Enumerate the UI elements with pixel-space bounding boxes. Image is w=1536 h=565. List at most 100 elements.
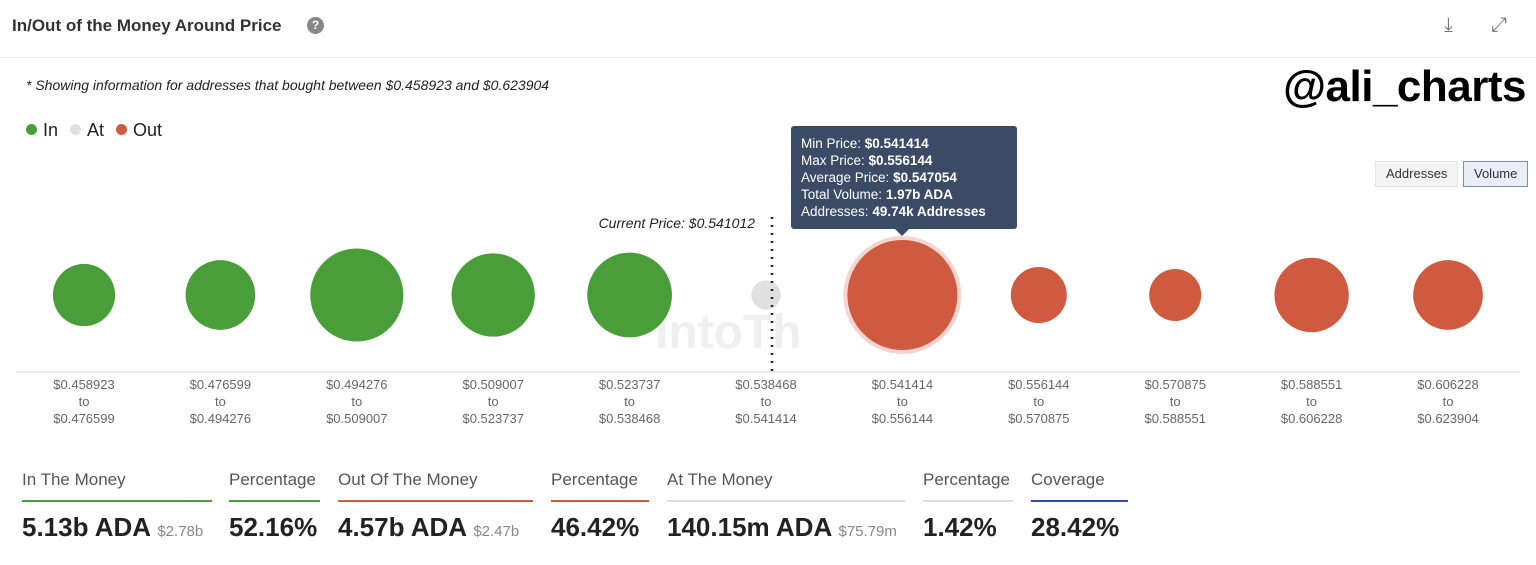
stat-underline bbox=[338, 500, 533, 502]
x-tick-label: to bbox=[215, 394, 226, 409]
x-tick-label: $0.541414 bbox=[872, 377, 933, 392]
chart-header: In/Out of the Money Around Price ? ⤓ ⤢ bbox=[0, 0, 1536, 58]
x-tick-label: to bbox=[624, 394, 635, 409]
x-tick-label: $0.458923 bbox=[53, 377, 114, 392]
tooltip-label: Average Price: bbox=[801, 170, 890, 185]
bubble-out bbox=[1010, 267, 1067, 323]
legend: In At Out bbox=[26, 120, 162, 141]
stat-value: 52.16% bbox=[229, 512, 318, 542]
stat-label: Out Of The Money bbox=[338, 470, 478, 489]
x-tick-label: $0.494276 bbox=[326, 377, 387, 392]
stat-value: 5.13b ADA bbox=[22, 512, 151, 542]
stat-1: Percentage 52.16% bbox=[229, 470, 320, 543]
x-tick-label: $0.538468 bbox=[735, 377, 796, 392]
x-tick-label: to bbox=[1033, 394, 1044, 409]
stat-value: 28.42% bbox=[1031, 512, 1120, 542]
stat-3: Percentage 46.42% bbox=[551, 470, 649, 543]
page-title: In/Out of the Money Around Price bbox=[12, 16, 282, 35]
stat-2: Out Of The Money 4.57b ADA $2.47b bbox=[338, 470, 533, 543]
bubble-in bbox=[310, 248, 404, 342]
tooltip-label: Total Volume: bbox=[801, 187, 883, 202]
stat-label: Percentage bbox=[229, 470, 316, 489]
expand-icon[interactable]: ⤢ bbox=[1491, 14, 1507, 36]
stat-underline bbox=[667, 500, 905, 502]
stat-underline bbox=[22, 500, 212, 502]
stat-5: Percentage 1.42% bbox=[923, 470, 1013, 543]
stat-underline bbox=[923, 500, 1013, 502]
x-tick-label: to bbox=[897, 394, 908, 409]
bubble-out bbox=[847, 240, 958, 350]
x-tick-label: $0.623904 bbox=[1417, 411, 1478, 426]
tooltip-avg-price: $0.547054 bbox=[893, 170, 957, 185]
x-tick-label: $0.588551 bbox=[1281, 377, 1342, 392]
stat-label: Coverage bbox=[1031, 470, 1105, 489]
question-circle-icon[interactable]: ? bbox=[307, 17, 324, 34]
tooltip-label: Max Price: bbox=[801, 153, 865, 168]
download-icon[interactable]: ⤓ bbox=[1444, 14, 1453, 36]
bubble-at bbox=[751, 280, 781, 310]
stat-0: In The Money 5.13b ADA $2.78b bbox=[22, 470, 212, 543]
x-tick-label: $0.556144 bbox=[872, 411, 933, 426]
x-tick-label: $0.523737 bbox=[599, 377, 660, 392]
tooltip-min-price: $0.541414 bbox=[864, 136, 929, 151]
in-dot-icon bbox=[26, 124, 37, 135]
x-tick-label: $0.570875 bbox=[1008, 411, 1069, 426]
tooltip-label: Min Price: bbox=[801, 136, 862, 151]
tooltip-volume: 1.97b ADA bbox=[885, 187, 953, 202]
stat-usd-value: $2.78b bbox=[157, 523, 204, 540]
at-dot-icon bbox=[70, 124, 82, 135]
x-tick-label: $0.476599 bbox=[190, 377, 251, 392]
bubble-out bbox=[1149, 269, 1202, 321]
tooltip-max-price: $0.556144 bbox=[868, 153, 933, 168]
bubble-out bbox=[1274, 257, 1349, 333]
x-tick-label: $0.606228 bbox=[1281, 411, 1342, 426]
x-tick-label: to bbox=[1443, 394, 1454, 409]
stat-label: Percentage bbox=[551, 470, 638, 489]
legend-item-at[interactable]: At bbox=[70, 120, 104, 141]
stat-label: In The Money bbox=[22, 470, 126, 489]
x-tick-label: to bbox=[1306, 394, 1317, 409]
addresses-toggle[interactable]: Addresses bbox=[1375, 161, 1459, 187]
x-tick-label: to bbox=[1170, 394, 1181, 409]
x-tick-label: $0.541414 bbox=[735, 411, 796, 426]
x-tick-label: to bbox=[488, 394, 499, 409]
stat-underline bbox=[229, 500, 320, 502]
x-tick-label: $0.509007 bbox=[462, 377, 523, 392]
tooltip: Min Price: $0.541414 Max Price: $0.55614… bbox=[791, 126, 1017, 236]
volume-toggle[interactable]: Volume bbox=[1463, 161, 1529, 187]
stat-value: 140.15m ADA bbox=[667, 512, 832, 542]
legend-label: In bbox=[43, 120, 59, 140]
stat-usd-value: $2.47b bbox=[473, 523, 520, 540]
stat-usd-value: $75.79m bbox=[838, 523, 897, 540]
legend-item-out[interactable]: Out bbox=[116, 120, 162, 141]
watermark-text: @ali_charts bbox=[1283, 62, 1526, 111]
stat-underline bbox=[1031, 500, 1128, 502]
bubble-out bbox=[1413, 260, 1483, 330]
stat-underline bbox=[551, 500, 649, 502]
tooltip-addresses: 49.74k Addresses bbox=[872, 204, 986, 219]
x-tick-label: to bbox=[761, 394, 772, 409]
bubble-chart: IntoTh $0.458923 to $0.476599 $0.476599 to $0.… bbox=[16, 215, 1520, 426]
range-note: * Showing information for addresses that… bbox=[26, 77, 550, 93]
bubble-in bbox=[587, 252, 672, 338]
x-tick-label: $0.588551 bbox=[1144, 411, 1205, 426]
bubble-in bbox=[52, 263, 116, 327]
bubble-in bbox=[185, 260, 256, 330]
stat-value: 4.57b ADA bbox=[338, 512, 467, 542]
x-tick-label: $0.494276 bbox=[190, 411, 251, 426]
tooltip-label: Addresses: bbox=[801, 204, 869, 219]
x-tick-label: $0.606228 bbox=[1417, 377, 1478, 392]
intotheblock-logo-watermark: IntoTh bbox=[655, 306, 802, 359]
current-price-label: Current Price: $0.541012 bbox=[599, 215, 756, 231]
out-dot-icon bbox=[116, 124, 128, 135]
stat-label: At The Money bbox=[667, 470, 773, 489]
stat-label: Percentage bbox=[923, 470, 1010, 489]
x-tick-label: $0.556144 bbox=[1008, 377, 1069, 392]
legend-item-in[interactable]: In bbox=[26, 120, 58, 141]
x-tick-label: to bbox=[79, 394, 90, 409]
legend-label: Out bbox=[133, 120, 163, 140]
bubble-in bbox=[451, 253, 535, 337]
x-tick-label: $0.523737 bbox=[462, 411, 523, 426]
stat-value: 1.42% bbox=[923, 512, 997, 542]
x-tick-label: $0.570875 bbox=[1144, 377, 1205, 392]
